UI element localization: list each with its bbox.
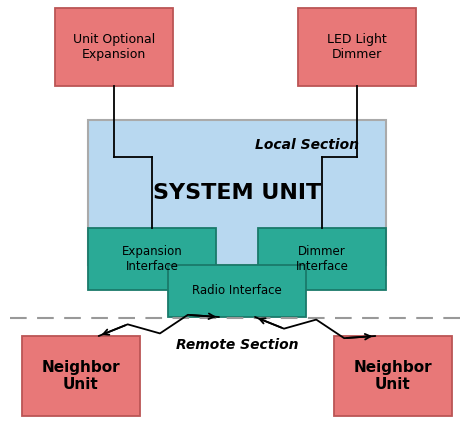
Text: Expansion
Interface: Expansion Interface — [122, 245, 182, 273]
Bar — [55, 8, 173, 86]
Text: Neighbor
Unit: Neighbor Unit — [354, 360, 432, 392]
Bar — [22, 336, 140, 416]
Text: LED Light
Dimmer: LED Light Dimmer — [327, 33, 387, 61]
Text: Remote Section: Remote Section — [176, 338, 298, 352]
Bar — [334, 336, 452, 416]
Text: SYSTEM UNIT: SYSTEM UNIT — [153, 182, 321, 202]
Bar — [298, 8, 416, 86]
Bar — [88, 120, 386, 265]
Text: Dimmer
Interface: Dimmer Interface — [296, 245, 348, 273]
Text: Local Section: Local Section — [255, 138, 359, 152]
Text: Unit Optional
Expansion: Unit Optional Expansion — [73, 33, 155, 61]
Bar — [88, 228, 216, 290]
Bar — [258, 228, 386, 290]
Bar — [168, 265, 306, 317]
Text: Radio Interface: Radio Interface — [192, 285, 282, 297]
Text: Neighbor
Unit: Neighbor Unit — [42, 360, 120, 392]
